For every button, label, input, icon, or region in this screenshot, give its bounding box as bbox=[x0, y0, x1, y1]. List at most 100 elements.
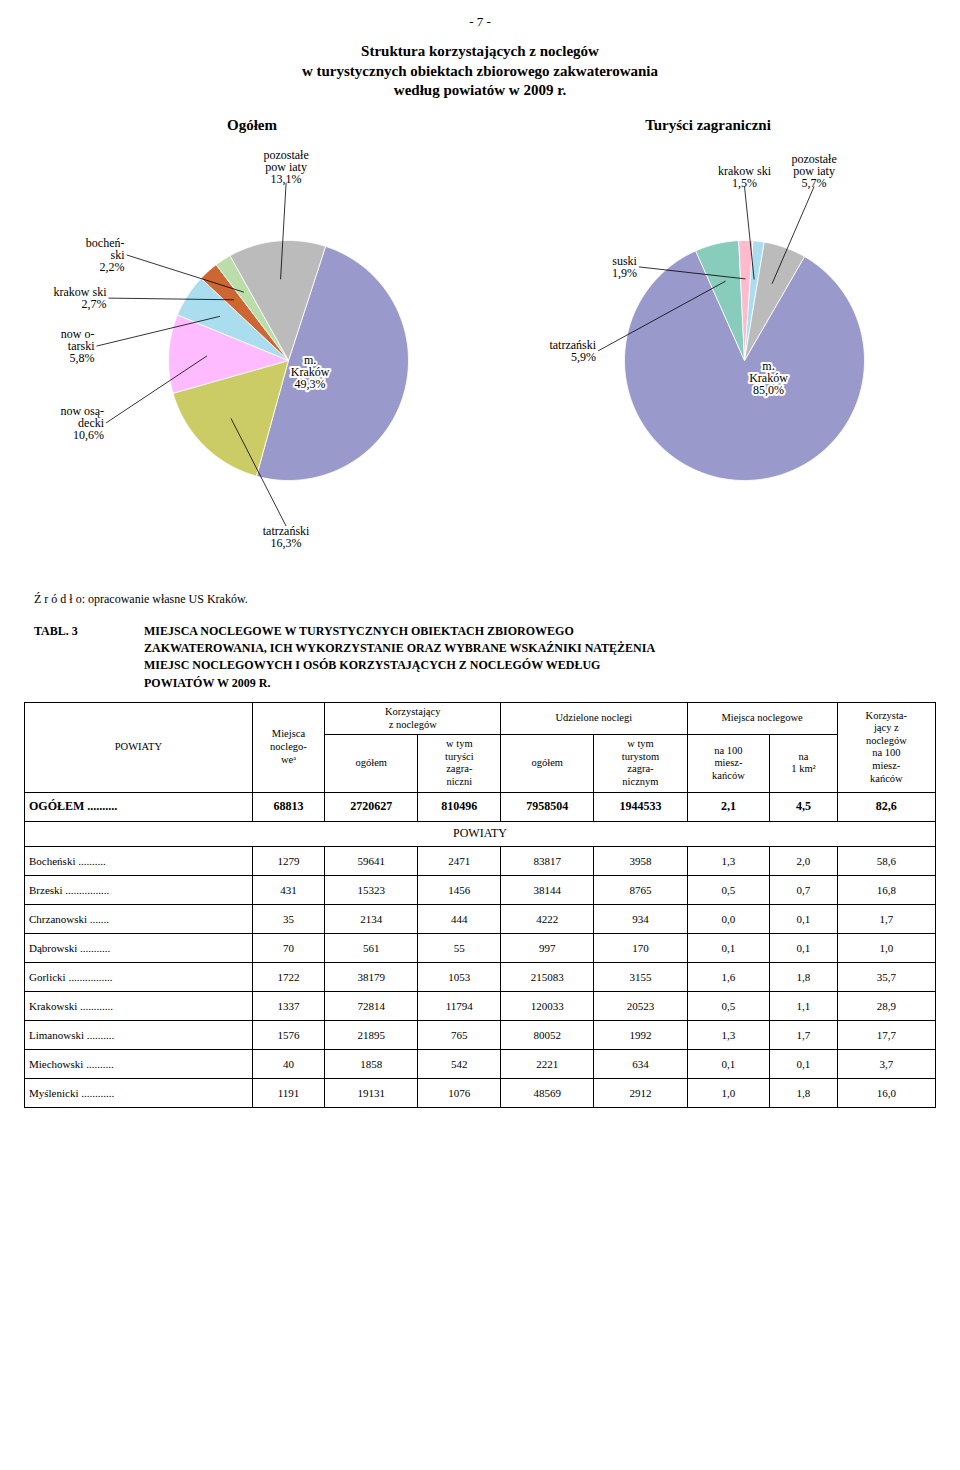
html-text:20523: 20523 bbox=[626, 999, 655, 1012]
html-text:8765: 8765 bbox=[629, 883, 652, 896]
html-text:Chrzanowski .......: Chrzanowski ....... bbox=[29, 912, 109, 925]
html-text:38179: 38179 bbox=[357, 970, 385, 983]
svg-text:pozostałepow iaty5,7%: pozostałepow iaty5,7% bbox=[791, 151, 836, 189]
html-text:1858: 1858 bbox=[360, 1057, 383, 1070]
svg-text:krakow ski2,7%: krakow ski2,7% bbox=[54, 284, 108, 310]
html-text:OGÓŁEM ..........: OGÓŁEM .......... bbox=[29, 799, 118, 814]
html-text:59641: 59641 bbox=[357, 854, 385, 867]
html-text:0,5: 0,5 bbox=[721, 999, 736, 1012]
svg-text:m.Kraków85,0%: m.Kraków85,0% bbox=[749, 359, 788, 397]
html-text:765: 765 bbox=[451, 1028, 468, 1041]
html-text:3958: 3958 bbox=[629, 854, 652, 867]
html-text:80052: 80052 bbox=[533, 1028, 561, 1041]
html-text:1279: 1279 bbox=[277, 854, 300, 867]
html-text:1944533: 1944533 bbox=[619, 799, 662, 814]
html-text:0,7: 0,7 bbox=[796, 883, 811, 896]
html-text:POWIATY: POWIATY bbox=[453, 826, 507, 841]
html-text:1053: 1053 bbox=[448, 970, 471, 983]
html-text:16,8: 16,8 bbox=[876, 883, 896, 896]
html-text:1337: 1337 bbox=[277, 999, 300, 1012]
html-text:1,1: 1,1 bbox=[796, 999, 811, 1012]
html-text:Bocheński ..........: Bocheński .......... bbox=[29, 854, 106, 867]
html-text:561: 561 bbox=[363, 941, 380, 954]
html-text:Turyści zagraniczni: Turyści zagraniczni bbox=[645, 116, 771, 133]
svg-text:krakow ski1,5%: krakow ski1,5% bbox=[718, 163, 772, 189]
html-text:58,6: 58,6 bbox=[876, 854, 896, 867]
html-text:11794: 11794 bbox=[445, 999, 473, 1012]
html-text:2,0: 2,0 bbox=[796, 854, 811, 867]
html-text:120033: 120033 bbox=[530, 999, 564, 1012]
html-text:Korzysta- jący z noclegów na 1: Korzysta- jący z noclegów na 100 miesz- … bbox=[865, 709, 907, 784]
html-text:38144: 38144 bbox=[533, 883, 561, 896]
html-text:1,6: 1,6 bbox=[721, 970, 736, 983]
html-text:1,3: 1,3 bbox=[721, 1028, 736, 1041]
html-text:28,9: 28,9 bbox=[876, 999, 896, 1012]
html-text:83817: 83817 bbox=[533, 854, 561, 867]
html-text:Struktura korzystających z noc: Struktura korzystających z noclegów w tu… bbox=[302, 43, 658, 98]
html-text:TABL. 3: TABL. 3 bbox=[34, 623, 78, 638]
html-text:1,3: 1,3 bbox=[721, 854, 736, 867]
html-text:0,0: 0,0 bbox=[721, 912, 736, 925]
html-text:0,1: 0,1 bbox=[796, 941, 811, 954]
html-text:1,7: 1,7 bbox=[796, 1028, 811, 1041]
html-text:1456: 1456 bbox=[448, 883, 471, 896]
html-text:2,1: 2,1 bbox=[720, 799, 736, 814]
html-text:w tym turystom zagra- nicznym: w tym turystom zagra- nicznym bbox=[621, 738, 660, 787]
svg-text:now osą-decki10,6%: now osą-decki10,6% bbox=[60, 403, 104, 441]
html-text:431: 431 bbox=[280, 883, 297, 896]
html-text:1992: 1992 bbox=[629, 1028, 652, 1041]
html-text:68813: 68813 bbox=[273, 799, 304, 814]
html-text:2221: 2221 bbox=[536, 1057, 559, 1070]
html-text:Dąbrowski ...........: Dąbrowski ........... bbox=[29, 941, 111, 954]
html-text:Krakowski ............: Krakowski ............ bbox=[29, 999, 113, 1012]
html-text:Limanowski ..........: Limanowski .......... bbox=[29, 1028, 115, 1041]
html-text:Miejsca noclego- weᵃ: Miejsca noclego- weᵃ bbox=[270, 728, 307, 765]
svg-text:suski1,9%: suski1,9% bbox=[612, 253, 638, 279]
html-text:4,5: 4,5 bbox=[796, 799, 811, 814]
html-text:997: 997 bbox=[539, 941, 556, 954]
html-text:4222: 4222 bbox=[536, 912, 559, 925]
html-text:810496: 810496 bbox=[441, 799, 478, 814]
html-text:1,8: 1,8 bbox=[796, 970, 811, 983]
html-text:1576: 1576 bbox=[277, 1028, 300, 1041]
html-text:Ogółem: Ogółem bbox=[227, 116, 277, 133]
html-text:7958504: 7958504 bbox=[526, 799, 569, 814]
svg-text:bocheń-ski2,2%: bocheń-ski2,2% bbox=[86, 235, 125, 273]
svg-text:pozostałepow iaty13,1%: pozostałepow iaty13,1% bbox=[263, 147, 308, 185]
html-text:170: 170 bbox=[632, 941, 649, 954]
html-text:na 100 miesz- kańców: na 100 miesz- kańców bbox=[712, 744, 745, 781]
html-text:0,1: 0,1 bbox=[721, 941, 736, 954]
html-text:1,0: 1,0 bbox=[879, 941, 894, 954]
html-text:w tym turyści zagra- niczni: w tym turyści zagra- niczni bbox=[445, 738, 474, 787]
html-text:3155: 3155 bbox=[629, 970, 652, 983]
html-text:0,1: 0,1 bbox=[796, 912, 811, 925]
html-text:na 1 km²: na 1 km² bbox=[791, 750, 816, 775]
html-text:215083: 215083 bbox=[530, 970, 564, 983]
html-text:2720627: 2720627 bbox=[350, 799, 393, 814]
html-text:0,5: 0,5 bbox=[721, 883, 736, 896]
html-text:542: 542 bbox=[451, 1057, 468, 1070]
html-text:1,7: 1,7 bbox=[879, 912, 894, 925]
html-text:444: 444 bbox=[451, 912, 468, 925]
html-text:82,6: 82,6 bbox=[875, 799, 897, 814]
svg-text:m.Kraków49,3%: m.Kraków49,3% bbox=[291, 353, 330, 391]
html-text:15323: 15323 bbox=[357, 883, 385, 896]
html-text:Miechowski ..........: Miechowski .......... bbox=[29, 1057, 114, 1070]
html-text:2471: 2471 bbox=[448, 854, 471, 867]
html-text:- 7 -: - 7 - bbox=[469, 14, 491, 29]
html-text:Korzystający z noclegów: Korzystający z noclegów bbox=[385, 706, 441, 730]
html-text:17,7: 17,7 bbox=[876, 1028, 896, 1041]
svg-text:tatrzański5,9%: tatrzański5,9% bbox=[549, 337, 596, 363]
html-text:934: 934 bbox=[632, 912, 649, 925]
html-text:72814: 72814 bbox=[357, 999, 385, 1012]
html-text:21895: 21895 bbox=[357, 1028, 385, 1041]
svg-text:tatrzański16,3%: tatrzański16,3% bbox=[263, 523, 310, 549]
html-text:35,7: 35,7 bbox=[876, 970, 896, 983]
svg-text:now o-tarski5,8%: now o-tarski5,8% bbox=[61, 326, 95, 364]
html-text:MIEJSCA NOCLEGOWE W TURYSTYCZN: MIEJSCA NOCLEGOWE W TURYSTYCZNYCH OBIEKT… bbox=[144, 623, 656, 690]
html-text:Ź r ó d ł o: opracowanie własn: Ź r ó d ł o: opracowanie własne US Krakó… bbox=[34, 591, 248, 606]
html-text:Gorlicki ................: Gorlicki ................ bbox=[29, 970, 113, 983]
html-text:1722: 1722 bbox=[277, 970, 300, 983]
html-text:Brzeski ................: Brzeski ................ bbox=[29, 883, 110, 896]
html-text:2134: 2134 bbox=[360, 912, 383, 925]
